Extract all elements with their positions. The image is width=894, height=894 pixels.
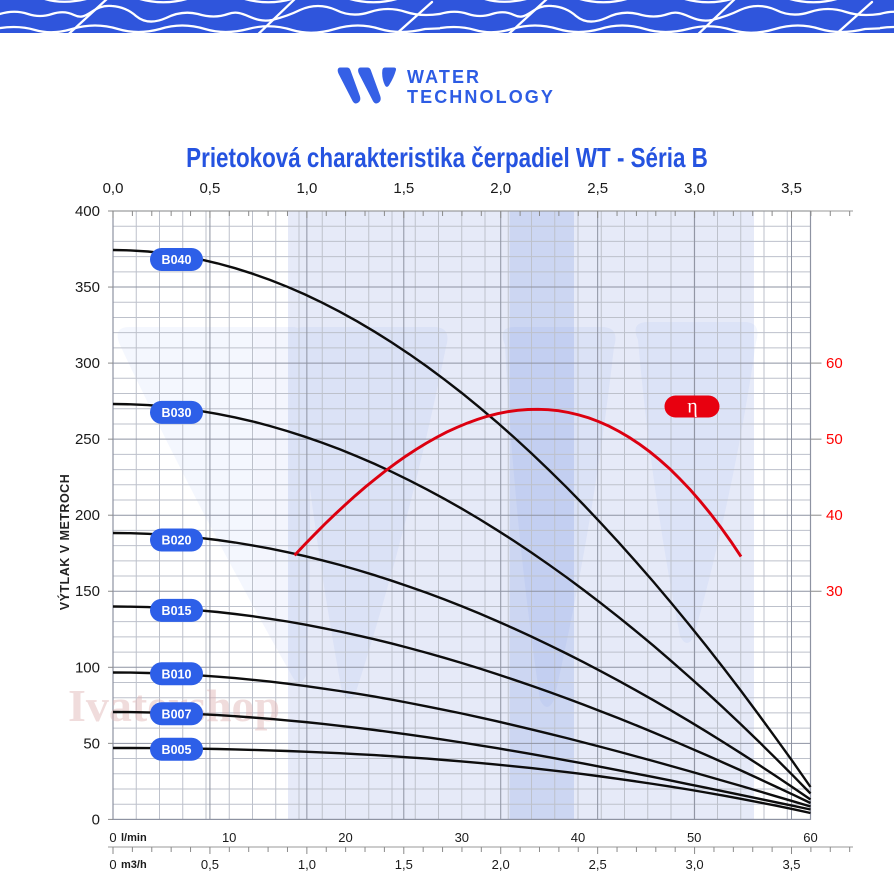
svg-text:1,0: 1,0 xyxy=(296,180,317,197)
svg-text:10: 10 xyxy=(222,830,236,845)
svg-text:50: 50 xyxy=(83,735,100,752)
svg-text:3,0: 3,0 xyxy=(684,180,705,197)
svg-text:B007: B007 xyxy=(162,707,192,721)
svg-text:2,5: 2,5 xyxy=(587,180,608,197)
svg-text:1,5: 1,5 xyxy=(393,180,414,197)
svg-text:100: 100 xyxy=(75,659,100,676)
svg-text:B005: B005 xyxy=(162,743,192,757)
svg-text:0: 0 xyxy=(109,830,116,845)
svg-text:B015: B015 xyxy=(162,604,192,618)
svg-text:3,5: 3,5 xyxy=(781,180,802,197)
svg-text:0,5: 0,5 xyxy=(199,180,220,197)
svg-text:400: 400 xyxy=(75,203,100,220)
svg-text:40: 40 xyxy=(571,830,585,845)
svg-text:2,0: 2,0 xyxy=(492,857,510,872)
svg-text:VÝTLAK V METROCH: VÝTLAK V METROCH xyxy=(57,474,72,610)
svg-text:150: 150 xyxy=(75,583,100,600)
svg-text:300: 300 xyxy=(75,355,100,372)
svg-text:40: 40 xyxy=(826,507,843,524)
svg-text:B030: B030 xyxy=(162,406,192,420)
svg-text:350: 350 xyxy=(75,279,100,296)
svg-text:0,0: 0,0 xyxy=(103,180,124,197)
svg-text:m3/h: m3/h xyxy=(121,859,147,871)
svg-text:1,5: 1,5 xyxy=(395,857,413,872)
svg-text:0,5: 0,5 xyxy=(201,857,219,872)
svg-text:3,5: 3,5 xyxy=(782,857,800,872)
svg-text:30: 30 xyxy=(455,830,469,845)
svg-text:B020: B020 xyxy=(162,534,192,548)
svg-text:1,0: 1,0 xyxy=(298,857,316,872)
svg-text:250: 250 xyxy=(75,431,100,448)
svg-text:20: 20 xyxy=(338,830,352,845)
svg-text:η: η xyxy=(687,396,697,418)
svg-text:2,5: 2,5 xyxy=(589,857,607,872)
svg-text:50: 50 xyxy=(826,431,843,448)
svg-text:B010: B010 xyxy=(162,667,192,681)
svg-text:l/min: l/min xyxy=(121,832,147,844)
svg-text:60: 60 xyxy=(803,830,817,845)
svg-text:30: 30 xyxy=(826,583,843,600)
svg-text:2,0: 2,0 xyxy=(490,180,511,197)
svg-text:B040: B040 xyxy=(162,253,192,267)
svg-text:200: 200 xyxy=(75,507,100,524)
svg-text:3,0: 3,0 xyxy=(686,857,704,872)
svg-text:0: 0 xyxy=(92,811,100,828)
svg-text:0: 0 xyxy=(109,857,116,872)
svg-text:50: 50 xyxy=(687,830,701,845)
svg-text:60: 60 xyxy=(826,355,843,372)
